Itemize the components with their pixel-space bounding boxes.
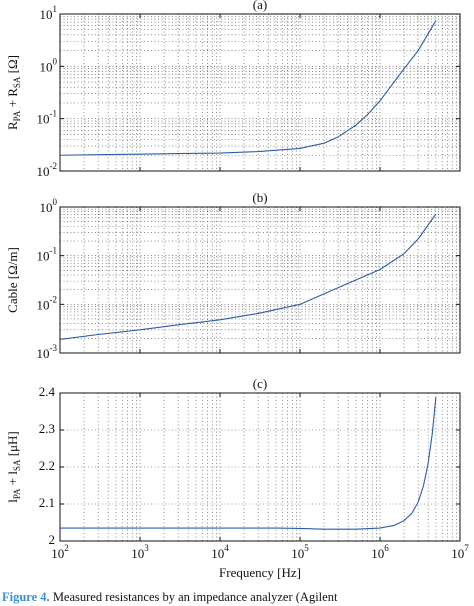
caption-label: Figure 4. [2,590,50,604]
panel-2 [59,206,461,354]
y-tick-label: 10-3 [37,343,58,361]
y-tick-label: 10-1 [37,109,58,127]
x-axis-label: Frequency [Hz] [219,565,301,580]
y-axis-label: RPA + RSA [Ω] [5,55,22,130]
x-tick-label: 103 [131,543,149,561]
x-tick-label: 105 [291,543,309,561]
series-line [59,20,437,156]
panel-1 [59,13,461,172]
y-tick-label: 2.3 [39,421,55,436]
y-tick-label: 101 [40,4,58,22]
figure: 10-2 10-1 100 101 (a) RPA + RSA [Ω] 10-3 10-2 10… [5,0,469,580]
y-tick-label: 10-1 [37,246,58,264]
series-line [60,396,437,530]
axes-frame [59,13,461,172]
series-line [59,213,437,340]
y-axis-label: lPA + lSA [μH] [5,431,22,503]
caption-text: Measured resistances by an impedance ana… [52,590,338,604]
y-tick-label: 2.1 [39,495,55,510]
panel-3 [59,392,461,542]
x-tick-label: 106 [371,543,389,561]
figure-caption: Figure 4. Measured resistances by an imp… [0,588,474,606]
y-tick-label: 2.2 [39,458,55,473]
y-tick-label: 10-2 [37,294,58,312]
panel-title: (a) [253,0,267,12]
panel-title: (b) [252,190,267,205]
y-axis-label: Cable [Ω/m] [5,247,20,313]
y-tick-label: 100 [40,56,58,74]
x-tick-label: 107 [451,543,469,561]
y-tick-label: 10-2 [37,161,58,179]
x-tick-label: 104 [211,543,229,561]
panel-title: (c) [253,376,267,391]
y-tick-label: 2 [49,532,56,547]
y-tick-label: 2.4 [39,384,56,399]
axes-frame [59,206,461,354]
y-tick-label: 100 [40,197,58,215]
x-tick-label: 102 [51,543,69,561]
